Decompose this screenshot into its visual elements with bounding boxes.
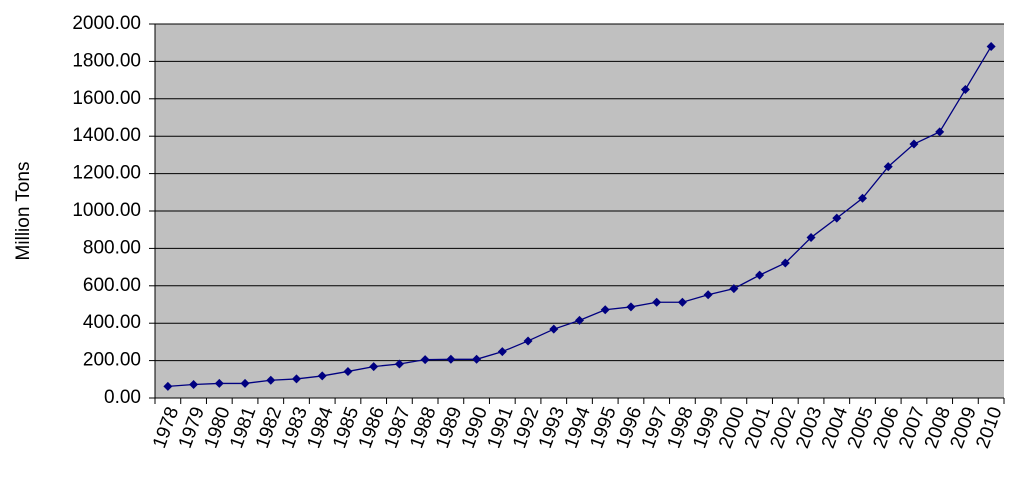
data-point [703,290,713,300]
data-point [832,213,842,223]
data-point [497,347,507,357]
data-point [163,381,173,391]
data-point [240,378,250,388]
data-point [446,354,456,364]
data-point [292,374,301,384]
data-point [986,41,996,51]
y-tick-label: 1400.00 [72,125,141,146]
data-point [677,297,687,307]
data-point [600,305,610,315]
data-point [575,315,584,325]
data-point [652,297,662,307]
data-point [343,366,353,376]
y-tick-label: 1200.00 [72,163,141,184]
y-axis-label: Million Tons [13,162,34,261]
data-point [549,324,559,334]
data-point [394,359,404,369]
data-point [755,270,765,280]
y-tick-label: 800.00 [83,237,141,258]
data-point [369,362,379,372]
y-tick-label: 0.00 [104,387,141,408]
data-point [780,258,790,268]
data-point [420,355,430,365]
y-tick-label: 600.00 [83,275,141,296]
data-point [960,84,970,94]
y-tick-label: 1000.00 [72,200,141,221]
data-point [909,139,919,149]
y-tick-label: 400.00 [83,312,141,333]
data-point [266,375,276,385]
data-point [883,162,893,172]
data-point [626,302,636,312]
y-tick-label: 200.00 [83,350,141,371]
data-point [858,193,867,203]
data-point [806,233,816,243]
data-point [935,127,945,137]
y-tick-label: 2000.00 [72,13,141,34]
data-point [729,284,739,294]
data-point [189,380,199,390]
data-point [523,336,533,346]
data-point [317,371,327,381]
data-point [472,354,482,364]
y-tick-label: 1800.00 [72,50,141,71]
data-point [214,378,224,388]
y-tick-label: 1600.00 [72,88,141,109]
